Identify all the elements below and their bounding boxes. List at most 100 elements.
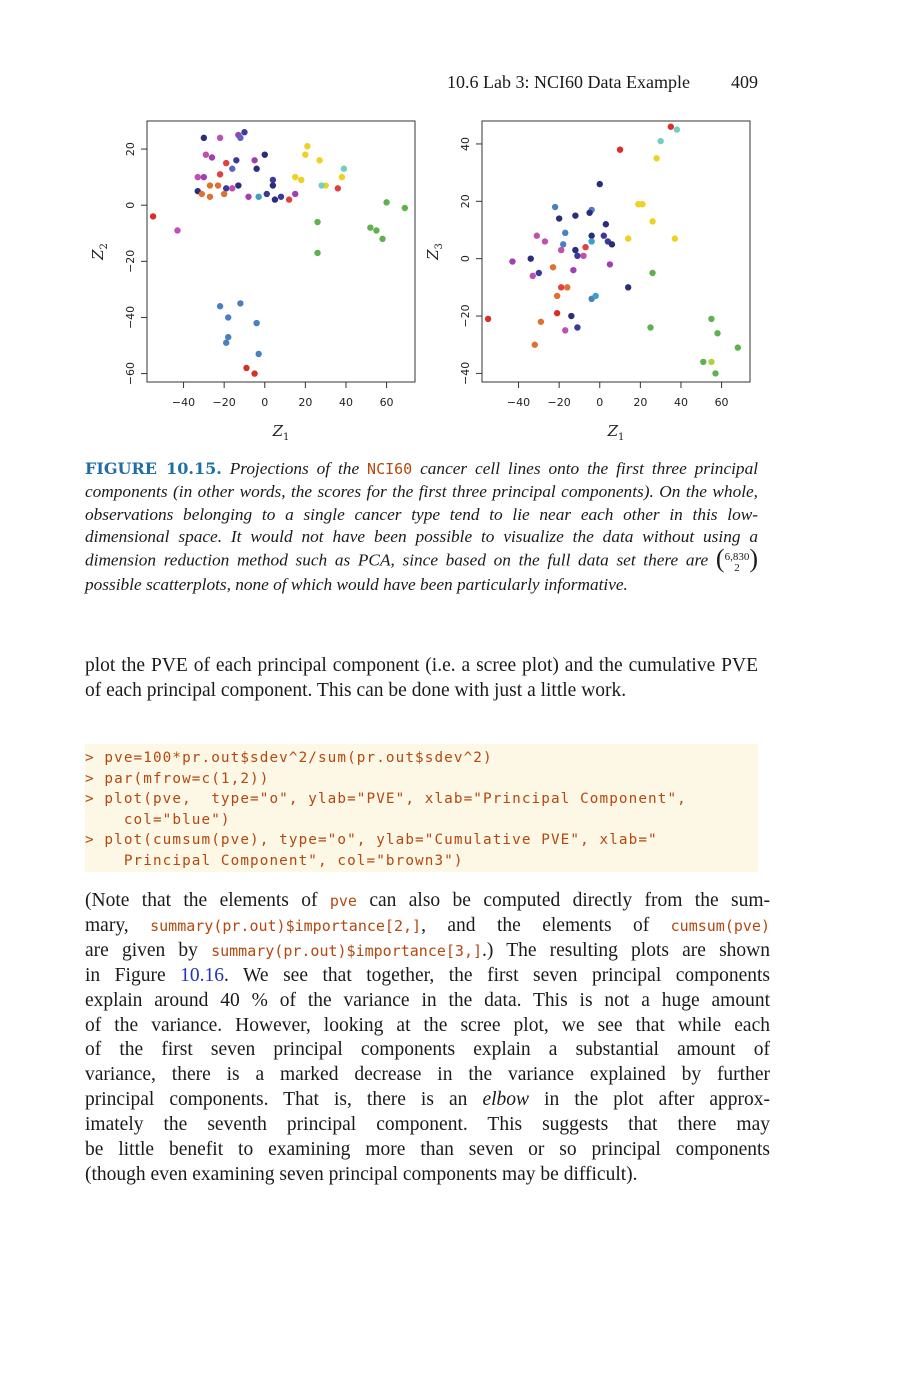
- text: mary,: [85, 914, 129, 936]
- text: (Note that the elements of: [85, 890, 318, 911]
- data-point: [367, 224, 374, 231]
- figure-link[interactable]: 10.16: [180, 964, 225, 986]
- data-point: [600, 232, 608, 239]
- data-point: [700, 358, 707, 366]
- data-point: [149, 213, 157, 220]
- data-point: [253, 319, 260, 327]
- x-tick-label: −20: [213, 396, 236, 409]
- inline-code: pve: [329, 892, 357, 910]
- data-point: [667, 123, 675, 130]
- x-axis-label: Z1: [607, 422, 625, 443]
- data-point: [222, 339, 230, 346]
- data-point: [214, 182, 222, 189]
- data-point: [582, 243, 589, 251]
- data-point: [580, 252, 587, 260]
- binom-top: 6,830: [724, 551, 750, 564]
- data-point: [596, 180, 603, 188]
- data-point: [235, 182, 242, 189]
- data-point: [285, 196, 293, 203]
- data-point: [216, 303, 224, 310]
- caption-text-3: possible scatterplots, none of which wou…: [85, 575, 628, 595]
- text: in Figure: [85, 964, 166, 986]
- data-point: [649, 269, 656, 277]
- text: are given by: [85, 939, 198, 961]
- data-point: [200, 173, 208, 181]
- data-point: [229, 185, 236, 192]
- data-point: [292, 173, 299, 181]
- code-line: > par(mfrow=c(1,2)): [85, 770, 270, 787]
- data-point: [225, 333, 232, 341]
- x-tick-label: 60: [380, 396, 394, 409]
- data-point: [509, 258, 516, 265]
- data-point: [671, 235, 679, 242]
- y-tick-label: −40: [459, 362, 472, 385]
- data-point: [647, 324, 654, 331]
- text: in the plot after approx-: [544, 1089, 771, 1111]
- text: .) The resulting plots are shown: [482, 939, 770, 961]
- code-line: col="blue"): [85, 811, 231, 828]
- x-tick-label: 20: [633, 396, 647, 409]
- data-point: [373, 227, 380, 234]
- data-point: [734, 344, 742, 351]
- data-point: [251, 157, 258, 164]
- text-line: of the variance. However, looking at the…: [85, 1014, 770, 1036]
- data-point: [263, 190, 270, 198]
- data-point: [269, 176, 277, 184]
- y-tick-label: −20: [124, 250, 137, 273]
- y-axis-label: Z3: [424, 243, 445, 261]
- x-tick-label: −40: [507, 396, 530, 409]
- scatter-plot-z1-z2: −40 −20 0 20 40 60 −60 −40 −20 0 20 Z1 Z2: [85, 112, 425, 443]
- inline-code: cumsum(pve): [670, 916, 770, 935]
- data-point: [562, 229, 569, 237]
- data-point: [588, 232, 595, 239]
- plot-svg: −40 −20 0 20 40 60 −60 −40 −20 0 20 Z1 Z2: [89, 120, 416, 443]
- data-point: [243, 364, 250, 372]
- data-point: [535, 269, 543, 277]
- x-axis-label: Z1: [272, 422, 290, 443]
- data-point: [533, 232, 541, 239]
- data-point: [271, 196, 279, 203]
- y-tick-label: 40: [459, 137, 472, 151]
- data-point: [292, 190, 299, 198]
- data-point: [572, 246, 579, 254]
- data-point: [261, 151, 268, 158]
- y-tick-label: −60: [124, 362, 137, 385]
- data-point: [574, 252, 581, 260]
- data-point: [237, 134, 244, 142]
- data-point: [241, 129, 248, 136]
- data-point: [529, 272, 536, 280]
- data-point: [484, 315, 492, 323]
- y-tick-label: −20: [459, 304, 472, 327]
- data-point: [314, 218, 321, 226]
- data-point: [624, 284, 632, 291]
- data-point: [318, 182, 325, 189]
- data-point: [229, 165, 236, 172]
- data-point: [555, 215, 563, 222]
- code-block: > pve=100*pr.out$sdev^2/sum(pr.out$sdev^…: [85, 744, 758, 872]
- body-paragraph-1: plot the PVE of each principal component…: [85, 655, 758, 701]
- data-point: [624, 235, 632, 242]
- data-point: [588, 238, 595, 245]
- data-point: [251, 370, 258, 377]
- y-tick-label: 0: [459, 255, 472, 262]
- data-point: [220, 190, 228, 198]
- data-point: [574, 324, 581, 331]
- figure-label: FIGURE 10.15.: [85, 459, 222, 478]
- data-point: [255, 350, 262, 358]
- data-point: [316, 157, 323, 164]
- data-point: [708, 358, 715, 366]
- data-point: [639, 200, 646, 208]
- data-point: [553, 292, 561, 300]
- text-line: imately the seventh principal component.…: [85, 1114, 770, 1136]
- data-point: [206, 182, 214, 189]
- data-point: [560, 241, 567, 248]
- data-point: [712, 370, 719, 377]
- data-point: [586, 209, 593, 216]
- data-point: [570, 266, 577, 274]
- data-point: [334, 185, 342, 192]
- data-point: [653, 155, 660, 162]
- x-tick-label: 20: [298, 396, 312, 409]
- data-point: [714, 330, 721, 337]
- figure-caption: FIGURE 10.15. Projections of the NCI60 c…: [85, 458, 758, 597]
- x-tick-label: 0: [596, 396, 603, 409]
